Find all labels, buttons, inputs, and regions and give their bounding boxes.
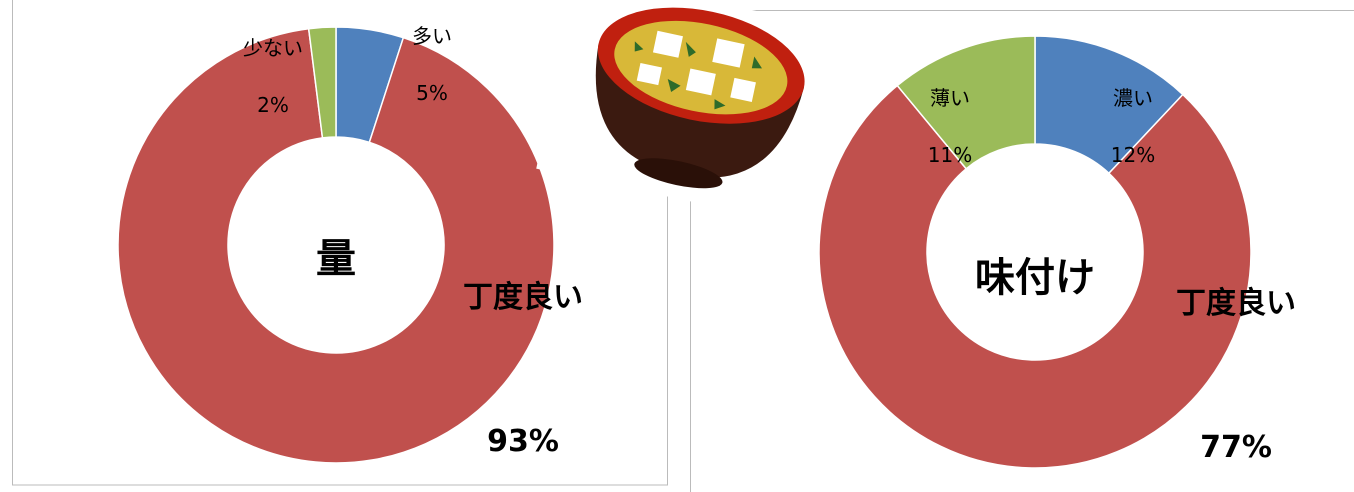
donut-slice: [818, 84, 1252, 469]
tofu: [652, 30, 683, 58]
slice-label: 丁度良い: [463, 280, 583, 315]
slice-value: 2%: [257, 93, 289, 117]
miso-bowl: [536, 0, 852, 227]
slice-value: 11%: [927, 143, 973, 167]
tofu: [685, 68, 716, 96]
chart-title: 味付け: [975, 255, 1095, 301]
slice-label: 丁度良い: [1176, 286, 1296, 321]
bowl-foot: [634, 158, 723, 189]
frame: [12, 0, 668, 486]
donut-slice: [117, 27, 555, 464]
tofu: [712, 38, 745, 68]
donut-slice: [896, 35, 1036, 170]
slice-label: 多い: [412, 24, 452, 48]
tofu: [730, 77, 756, 102]
donut-slice: [307, 26, 337, 139]
slice-value: 12%: [1110, 143, 1156, 167]
frame: [690, 10, 1354, 492]
slice-label: 薄い: [930, 86, 970, 110]
slice-value: 77%: [1200, 430, 1272, 465]
slice-label: 少ない: [243, 36, 303, 60]
slice-value: 5%: [416, 81, 448, 105]
chart-title: 量: [316, 236, 356, 282]
slice-label: 濃い: [1113, 86, 1153, 110]
tofu: [636, 62, 662, 86]
slice-value: 93%: [487, 424, 559, 459]
